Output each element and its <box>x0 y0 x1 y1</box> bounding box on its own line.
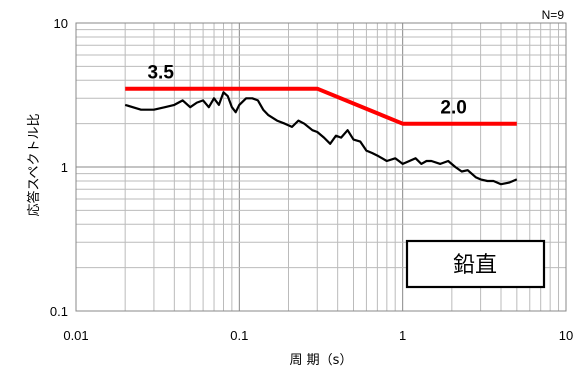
tick-labels: 0.01 0.1 1 10 0.1 1 10 <box>50 16 573 343</box>
y-tick-label: 1 <box>61 160 68 175</box>
value-annotation: 2.0 <box>440 98 466 119</box>
x-axis-label: 周 期（s） <box>290 353 353 368</box>
sample-count-note: N=9 <box>542 8 565 22</box>
value-annotation: 3.5 <box>147 63 174 84</box>
x-tick-label: 0.01 <box>63 328 88 343</box>
x-tick-label: 1 <box>399 328 406 343</box>
vertical-label-box: 鉛直 <box>405 239 546 289</box>
x-tick-label: 0.1 <box>230 328 248 343</box>
series-group <box>124 86 518 186</box>
observed-spectrum-line <box>124 91 518 186</box>
design-spectrum-line <box>125 86 517 126</box>
box-label-text: 鉛直 <box>453 253 497 278</box>
y-axis-label: 応答スペクトル比 <box>26 113 42 216</box>
plot-frame <box>75 22 567 312</box>
annotations: 3.5 2.0 <box>147 63 466 119</box>
x-tick-label: 10 <box>559 328 573 343</box>
y-tick-label: 10 <box>54 16 68 31</box>
y-tick-label: 0.1 <box>50 304 68 319</box>
